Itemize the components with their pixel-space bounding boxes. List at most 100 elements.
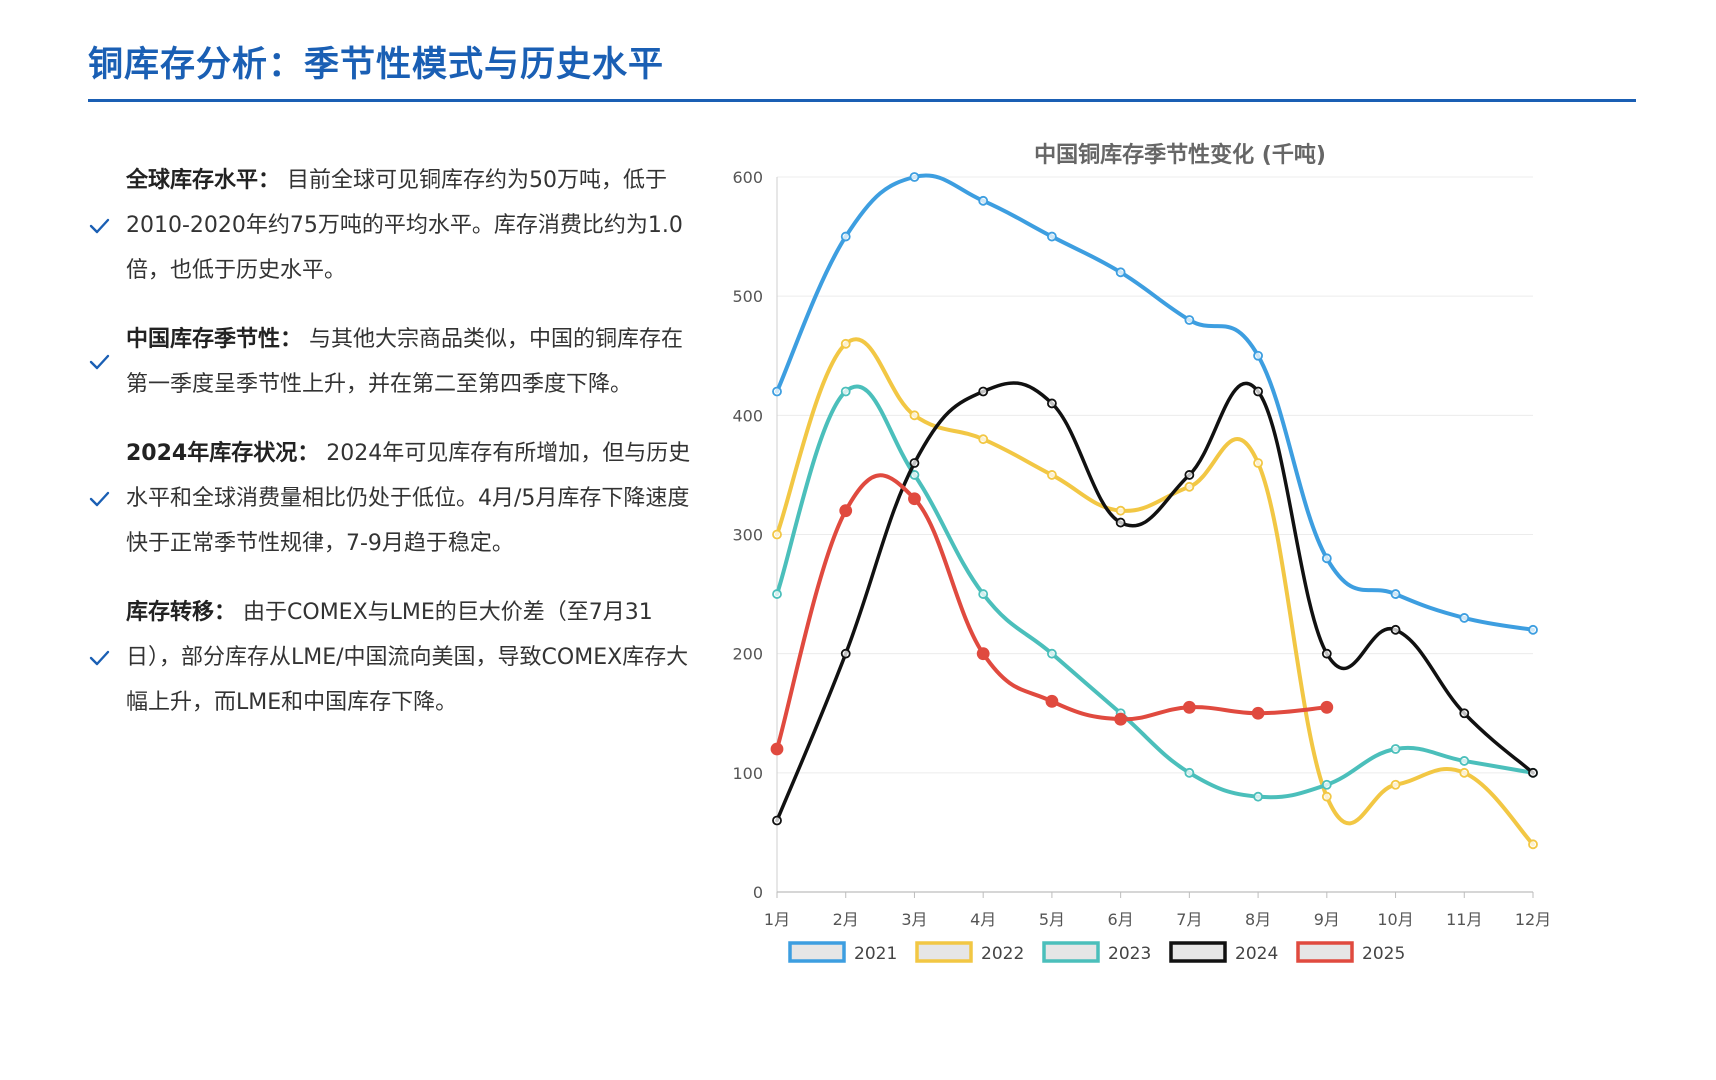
key-point-label: 库存转移：	[126, 600, 237, 625]
key-point-global-inventory: 全球库存水平： 目前全球可见铜库存约为50万吨，低于2010-2020年约75万…	[88, 158, 698, 293]
series-2025	[770, 473, 1334, 756]
x-tick-label: 1月	[764, 910, 790, 929]
data-point	[1184, 470, 1195, 480]
x-tick-label: 10月	[1377, 910, 1413, 929]
data-point	[978, 434, 989, 445]
data-point	[1459, 708, 1470, 719]
data-point	[1320, 700, 1334, 714]
key-point-label: 2024年库存状况：	[126, 441, 320, 466]
data-point	[1459, 613, 1470, 623]
x-tick-label: 4月	[970, 910, 996, 929]
chart-grid	[777, 176, 1533, 774]
data-point	[1115, 267, 1126, 278]
legend-item: 2023	[1042, 941, 1151, 964]
data-point	[1047, 470, 1057, 480]
chart-legend: 2021 2022 2023 2024 2025	[788, 941, 1405, 964]
data-point	[1321, 553, 1332, 564]
key-points-list: 全球库存水平： 目前全球可见铜库存约为50万吨，低于2010-2020年约75万…	[88, 158, 698, 749]
series-line	[775, 381, 1535, 823]
legend-item: 2025	[1296, 941, 1405, 964]
check-icon	[89, 218, 110, 233]
data-point	[1321, 791, 1332, 802]
y-tick-label: 300	[732, 526, 763, 545]
data-point	[1459, 767, 1470, 778]
data-point	[840, 386, 851, 397]
legend-label: 2021	[854, 944, 897, 964]
legend-label: 2022	[981, 944, 1024, 964]
data-point	[770, 742, 784, 756]
data-point	[1045, 694, 1059, 708]
chart-axes: 0 100 200 300 400 500 600 1月 2月 3月 4月 5月 6月 7月 8月 9月 10月…	[732, 168, 1551, 929]
y-tick-label: 400	[732, 406, 763, 425]
data-point	[772, 529, 782, 540]
page-title: 铜库存分析：季节性模式与历史水平	[88, 45, 665, 85]
x-tick-label: 7月	[1176, 910, 1202, 929]
data-point	[772, 589, 782, 599]
data-point	[1115, 517, 1126, 528]
data-point	[1251, 706, 1265, 720]
data-point	[908, 492, 921, 506]
data-point	[1253, 458, 1263, 468]
y-tick-label: 500	[732, 287, 763, 306]
data-point	[1390, 624, 1401, 635]
data-point	[1528, 839, 1538, 850]
data-point	[1047, 231, 1057, 242]
key-point-body: 2024年可见库存有所增加，但与历史水平和全球消费量相比仍处于低位。4月/5月库…	[126, 441, 691, 556]
data-point	[772, 386, 782, 397]
x-tick-label: 5月	[1039, 910, 1065, 929]
check-icon	[89, 491, 110, 506]
legend-swatch	[1169, 941, 1227, 963]
key-point-china-seasonality: 中国库存季节性： 与其他大宗商品类似，中国的铜库存在第一季度呈季节性上升，并在第…	[88, 317, 698, 407]
data-point	[909, 410, 920, 421]
legend-swatch	[915, 941, 973, 963]
x-tick-label: 8月	[1245, 910, 1271, 929]
inventory-chart: 中国铜库存季节性变化 (千吨) 0 100 200 300 400 500 600 1月 2月 3…	[700, 130, 1700, 1070]
data-point	[840, 231, 851, 242]
x-tick-label: 3月	[901, 910, 927, 929]
x-tick-label: 2月	[833, 910, 859, 929]
title-divider	[88, 99, 1636, 102]
data-point	[1253, 350, 1263, 361]
data-point	[1390, 744, 1401, 754]
data-point	[978, 589, 989, 599]
key-point-text: 中国库存季节性： 与其他大宗商品类似，中国的铜库存在第一季度呈季节性上升，并在第…	[126, 317, 698, 407]
legend-label: 2025	[1362, 944, 1405, 964]
legend-item: 2021	[788, 941, 897, 964]
x-tick-label: 9月	[1314, 910, 1340, 929]
data-point	[1047, 398, 1057, 409]
data-point	[1253, 386, 1263, 397]
data-point	[840, 338, 851, 349]
key-point-2024-status: 2024年库存状况： 2024年可见库存有所增加，但与历史水平和全球消费量相比仍…	[88, 431, 698, 566]
data-point	[978, 386, 989, 397]
legend-label: 2023	[1108, 944, 1151, 964]
series-line	[775, 384, 1535, 800]
data-point	[1184, 481, 1195, 492]
series-line	[775, 173, 1535, 632]
data-point	[1047, 648, 1057, 659]
data-point	[840, 648, 851, 659]
y-tick-label: 0	[753, 883, 763, 902]
data-point	[976, 647, 990, 661]
series-2024	[772, 381, 1538, 826]
key-point-text: 2024年库存状况： 2024年可见库存有所增加，但与历史水平和全球消费量相比仍…	[126, 431, 698, 566]
data-point	[1528, 767, 1538, 778]
data-point	[1390, 779, 1401, 790]
x-tick-label: 12月	[1515, 910, 1551, 929]
data-point	[772, 815, 782, 826]
data-point	[1528, 624, 1538, 635]
legend-swatch	[1296, 941, 1354, 963]
chart-series	[770, 172, 1538, 850]
y-tick-label: 200	[732, 645, 763, 664]
check-icon	[89, 650, 110, 665]
y-tick-label: 600	[732, 168, 763, 187]
legend-swatch	[1042, 941, 1100, 963]
data-point	[1253, 791, 1263, 802]
data-point	[1182, 700, 1196, 714]
legend-swatch	[788, 941, 846, 963]
data-point	[1321, 779, 1332, 790]
x-tick-label: 11月	[1446, 910, 1482, 929]
series-2022	[772, 337, 1538, 850]
data-point	[1115, 505, 1126, 516]
data-point	[909, 458, 920, 468]
data-point	[1114, 712, 1128, 726]
